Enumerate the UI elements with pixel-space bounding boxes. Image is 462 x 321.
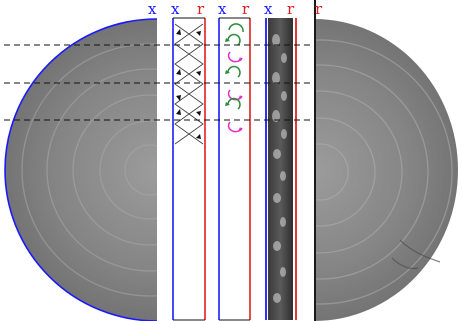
label-x-1: x: [148, 0, 157, 18]
label-x-4: x: [264, 0, 273, 18]
right-disk-rings: [314, 39, 453, 305]
axis-labels: x x r x r x r r: [148, 0, 323, 18]
vortex-green-1b: [228, 23, 244, 33]
vortex-green-3: [227, 97, 241, 110]
left-disk-outline: [4, 18, 157, 321]
zigzag-path-reverse: [174, 23, 204, 145]
strip-photo-panel: [265, 18, 298, 320]
vortex-green-2: [227, 65, 241, 78]
zigzag-path: [174, 23, 204, 145]
label-r-4: r: [315, 0, 323, 18]
label-x-2: x: [171, 0, 180, 18]
label-r-1: r: [197, 0, 205, 18]
label-x-3: x: [218, 0, 227, 18]
label-r-2: r: [242, 0, 250, 18]
strip-streaks: [272, 34, 287, 303]
vortex-cells: [227, 23, 244, 133]
dashed-reference-lines: [4, 44, 313, 121]
zigzag-panel: [172, 17, 206, 321]
right-disk-photo: [314, 0, 458, 321]
vortex-panel: [218, 17, 251, 321]
left-disk-rings: [21, 43, 157, 297]
right-disk-crack: [391, 239, 441, 270]
vortex-arrowheads: [225, 38, 242, 132]
vortex-green-1: [227, 33, 241, 46]
left-disk-photo: [4, 18, 157, 321]
label-r-3: r: [287, 0, 295, 18]
zigzag-arrows: [176, 29, 201, 139]
